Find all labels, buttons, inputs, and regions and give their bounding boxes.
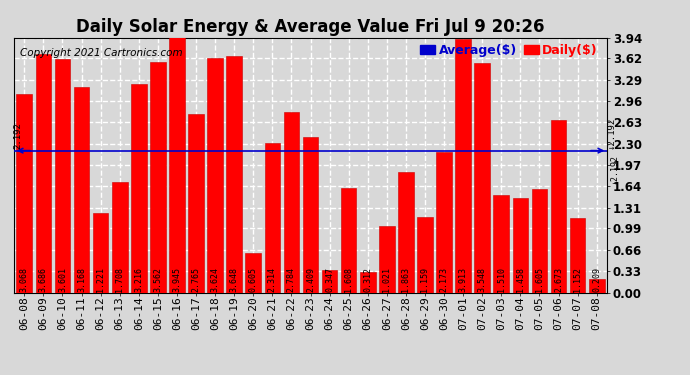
Text: 1.221: 1.221	[96, 267, 105, 292]
Text: 3.648: 3.648	[230, 267, 239, 292]
Text: ↓2.192: ↓2.192	[610, 154, 619, 184]
Text: 1.605: 1.605	[535, 267, 544, 292]
Text: 3.562: 3.562	[153, 267, 162, 292]
Bar	[417, 217, 433, 292]
Text: 0.605: 0.605	[249, 267, 258, 292]
Bar	[513, 198, 529, 292]
Text: 2.173: 2.173	[440, 267, 449, 292]
Text: 3.168: 3.168	[77, 267, 86, 292]
Text: 0.209: 0.209	[592, 267, 601, 292]
Text: 0.312: 0.312	[363, 267, 372, 292]
Bar	[207, 58, 223, 292]
Bar	[36, 54, 51, 292]
Bar	[475, 63, 490, 292]
Bar	[589, 279, 604, 292]
Bar	[55, 60, 70, 292]
Bar	[92, 213, 108, 292]
Bar	[74, 87, 90, 292]
Bar	[169, 37, 185, 292]
Bar	[570, 218, 585, 292]
Text: 3.624: 3.624	[210, 267, 219, 292]
Text: 1.021: 1.021	[382, 267, 391, 292]
Bar	[436, 152, 452, 292]
Text: 3.913: 3.913	[459, 267, 468, 292]
Text: 1.159: 1.159	[420, 267, 429, 292]
Text: 2.765: 2.765	[192, 267, 201, 292]
Text: 1.458: 1.458	[516, 267, 525, 292]
Bar	[551, 120, 566, 292]
Bar	[379, 226, 395, 292]
Bar	[284, 112, 299, 292]
Text: Copyright 2021 Cartronics.com: Copyright 2021 Cartronics.com	[20, 48, 182, 58]
Title: Daily Solar Energy & Average Value Fri Jul 9 20:26: Daily Solar Energy & Average Value Fri J…	[77, 18, 544, 36]
Text: ↓2.192: ↓2.192	[607, 117, 616, 149]
Text: 1.608: 1.608	[344, 267, 353, 292]
Bar	[150, 62, 166, 292]
Text: 1.708: 1.708	[115, 267, 124, 292]
Bar	[112, 182, 128, 292]
Text: 2.784: 2.784	[287, 267, 296, 292]
Text: 0.347: 0.347	[325, 267, 334, 292]
Text: 1.152: 1.152	[573, 267, 582, 292]
Text: 3.601: 3.601	[58, 267, 67, 292]
Text: 3.068: 3.068	[20, 267, 29, 292]
Bar	[398, 172, 414, 292]
Text: 2.673: 2.673	[554, 267, 563, 292]
Bar	[322, 270, 337, 292]
Bar	[264, 143, 280, 292]
Text: 2.192: 2.192	[13, 122, 22, 149]
Bar	[493, 195, 509, 292]
Legend: Average($), Daily($): Average($), Daily($)	[420, 44, 598, 57]
Text: 2.409: 2.409	[306, 267, 315, 292]
Text: 2.314: 2.314	[268, 267, 277, 292]
Text: 3.686: 3.686	[39, 267, 48, 292]
Bar	[455, 39, 471, 292]
Bar	[226, 56, 242, 292]
Bar	[303, 136, 318, 292]
Bar	[531, 189, 547, 292]
Bar	[131, 84, 146, 292]
Text: 1.510: 1.510	[497, 267, 506, 292]
Bar	[17, 94, 32, 292]
Bar	[188, 114, 204, 292]
Text: 3.216: 3.216	[135, 267, 144, 292]
Text: 3.548: 3.548	[477, 267, 486, 292]
Bar	[360, 272, 375, 292]
Bar	[246, 254, 261, 292]
Text: 3.945: 3.945	[172, 267, 181, 292]
Bar	[341, 188, 357, 292]
Text: 1.863: 1.863	[402, 267, 411, 292]
